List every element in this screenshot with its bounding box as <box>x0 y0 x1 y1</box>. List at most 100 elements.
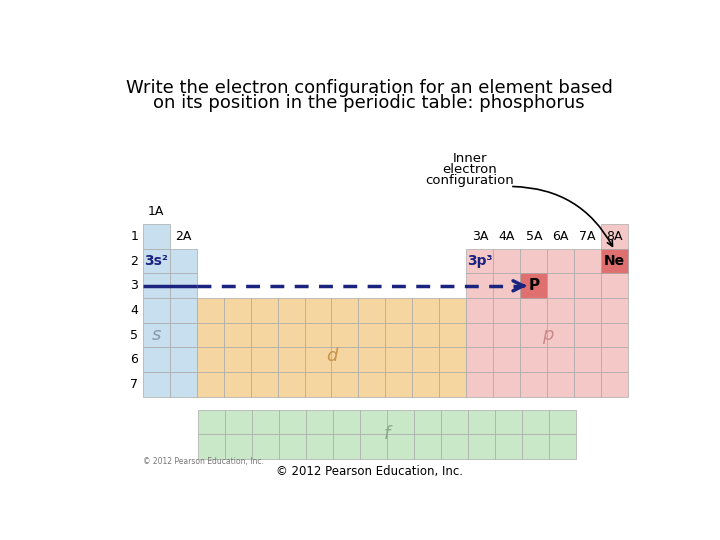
Bar <box>413 323 439 347</box>
Bar <box>575 372 601 397</box>
Bar <box>493 298 521 323</box>
Text: on its position in the periodic table: phosphorus: on its position in the periodic table: p… <box>153 94 585 112</box>
Bar <box>547 273 575 298</box>
Bar <box>575 323 601 347</box>
Text: 8A: 8A <box>606 230 623 242</box>
Bar <box>495 410 522 434</box>
Bar <box>251 372 277 397</box>
Bar <box>601 224 628 249</box>
Text: f: f <box>384 426 390 443</box>
Bar <box>521 273 547 298</box>
Bar <box>468 410 495 434</box>
Bar <box>252 434 279 459</box>
Text: 4: 4 <box>130 304 138 317</box>
Text: 2: 2 <box>130 255 138 268</box>
Text: 1A: 1A <box>148 205 164 218</box>
Bar <box>170 249 197 273</box>
Bar <box>170 372 197 397</box>
Bar <box>522 434 549 459</box>
Text: Ne: Ne <box>604 254 625 268</box>
Bar <box>306 434 333 459</box>
Bar <box>521 249 547 273</box>
Bar <box>305 323 331 347</box>
Bar <box>333 410 360 434</box>
Bar <box>521 347 547 372</box>
Bar <box>493 323 521 347</box>
Bar <box>277 372 305 397</box>
Bar <box>549 434 576 459</box>
Bar <box>251 298 277 323</box>
Bar <box>549 410 576 434</box>
Bar <box>439 323 467 347</box>
Bar <box>224 372 251 397</box>
Bar <box>224 323 251 347</box>
Bar <box>359 347 385 372</box>
Bar <box>387 434 414 459</box>
Bar <box>521 323 547 347</box>
Bar <box>601 249 628 273</box>
Bar <box>414 434 441 459</box>
Bar <box>493 347 521 372</box>
Text: 4A: 4A <box>499 230 515 242</box>
Bar <box>601 249 628 273</box>
Text: Inner: Inner <box>452 152 487 165</box>
Bar <box>385 372 413 397</box>
Bar <box>467 372 493 397</box>
Text: 3s²: 3s² <box>144 254 168 268</box>
Bar <box>467 323 493 347</box>
Bar <box>575 347 601 372</box>
Bar <box>385 323 413 347</box>
Bar <box>359 323 385 347</box>
Bar <box>413 298 439 323</box>
Bar <box>170 298 197 323</box>
Bar <box>493 249 521 273</box>
Bar <box>277 323 305 347</box>
Text: 6A: 6A <box>552 230 569 242</box>
Bar <box>331 372 359 397</box>
Bar <box>197 372 224 397</box>
Bar <box>251 347 277 372</box>
Bar <box>197 323 224 347</box>
Bar <box>467 273 493 298</box>
Bar <box>495 434 522 459</box>
Bar <box>143 347 170 372</box>
Bar <box>601 372 628 397</box>
Bar <box>143 323 170 347</box>
Text: Write the electron configuration for an element based: Write the electron configuration for an … <box>125 79 613 97</box>
Bar <box>143 249 170 273</box>
Bar <box>414 410 441 434</box>
Bar <box>305 298 331 323</box>
Bar <box>413 372 439 397</box>
Text: P: P <box>528 278 539 293</box>
Bar <box>575 298 601 323</box>
Bar <box>224 347 251 372</box>
Bar <box>439 298 467 323</box>
Bar <box>252 410 279 434</box>
Bar <box>441 410 468 434</box>
Bar <box>333 434 360 459</box>
Bar <box>251 323 277 347</box>
Bar <box>547 372 575 397</box>
Bar <box>493 372 521 397</box>
Bar <box>467 249 493 273</box>
Bar <box>170 273 197 298</box>
Text: © 2012 Pearson Education, Inc.: © 2012 Pearson Education, Inc. <box>143 457 264 466</box>
Bar <box>601 347 628 372</box>
Bar <box>143 224 170 249</box>
Bar <box>360 434 387 459</box>
Bar <box>143 273 170 298</box>
Bar <box>521 298 547 323</box>
Bar <box>279 410 306 434</box>
Bar <box>224 298 251 323</box>
Bar <box>441 434 468 459</box>
Text: d: d <box>326 347 337 365</box>
Text: 2A: 2A <box>175 230 192 242</box>
Bar <box>170 323 197 347</box>
Bar <box>521 273 547 298</box>
Text: 6: 6 <box>130 353 138 366</box>
Bar <box>601 298 628 323</box>
Bar <box>170 347 197 372</box>
Bar <box>279 434 306 459</box>
Text: p: p <box>541 326 553 344</box>
Bar <box>468 434 495 459</box>
